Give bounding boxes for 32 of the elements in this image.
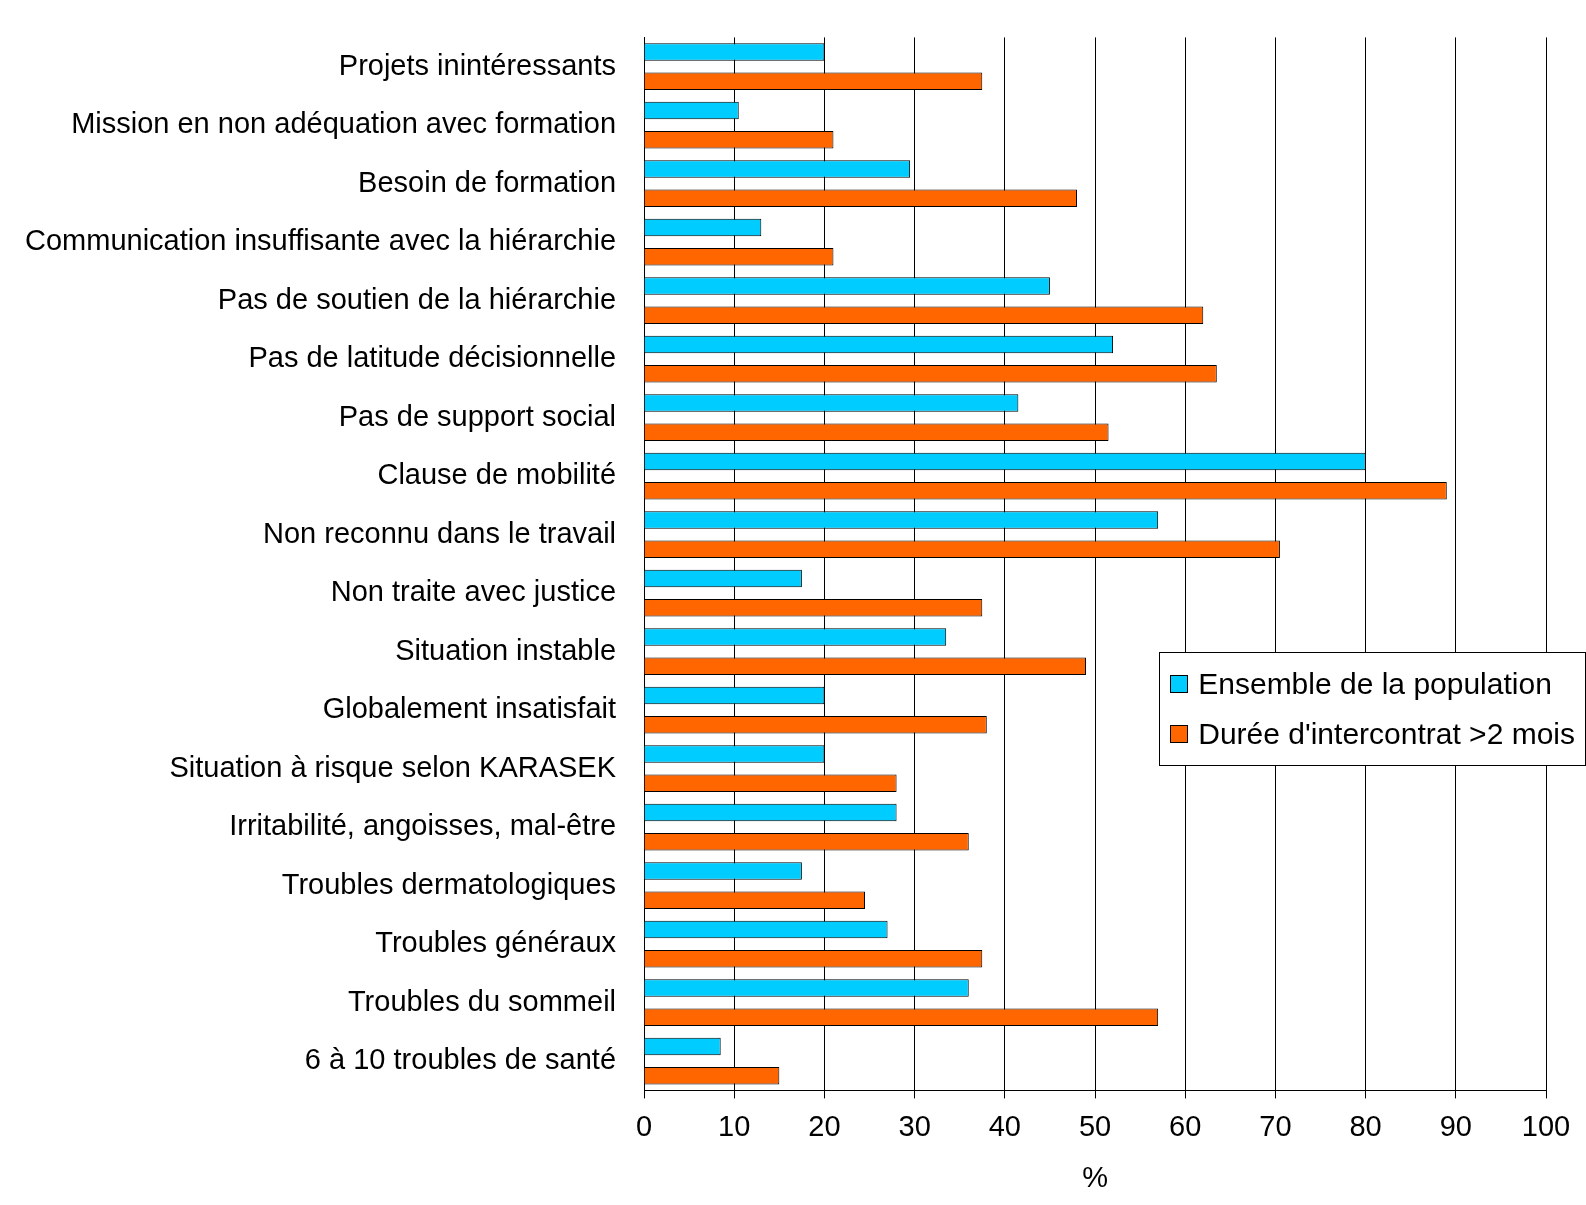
y-tick-label: Troubles généraux: [375, 926, 617, 959]
y-tick-label: Pas de latitude décisionnelle: [248, 341, 617, 374]
x-tick-label: 20: [808, 1109, 841, 1142]
x-tick-label: 40: [988, 1109, 1021, 1142]
x-tick-label: 80: [1349, 1109, 1382, 1142]
y-tick-label: Troubles du sommeil: [347, 984, 617, 1017]
legend-label: Ensemble de la population: [1198, 666, 1552, 702]
x-tick-label: 100: [1521, 1109, 1571, 1142]
y-tick-label: Besoin de formation: [358, 165, 617, 198]
y-tick-label: Situation instable: [395, 633, 617, 666]
y-tick-label: Irritabilité, angoisses, mal-être: [229, 809, 617, 842]
x-tick-label: 70: [1259, 1109, 1292, 1142]
y-tick-label: Pas de support social: [338, 399, 617, 432]
x-tick-label: 10: [718, 1109, 751, 1142]
y-tick-label: Non traite avec justice: [330, 575, 617, 608]
y-tick-label: 6 à 10 troubles de santé: [304, 1043, 617, 1076]
x-axis-title: %: [1082, 1160, 1108, 1193]
y-tick-label: Pas de soutien de la hiérarchie: [217, 282, 617, 315]
y-tick-label: Mission en non adéquation avec formation: [71, 107, 617, 140]
x-tick-label: 50: [1078, 1109, 1112, 1142]
legend-label: Durée d'intercontrat >2 mois: [1198, 716, 1575, 752]
y-tick-label: Globalement insatisfait: [322, 692, 617, 725]
x-tick-label: 90: [1439, 1109, 1472, 1142]
y-tick-label: Clause de mobilité: [377, 458, 617, 491]
y-tick-label: Troubles dermatologiques: [281, 867, 617, 900]
x-tick-label: 60: [1169, 1109, 1202, 1142]
y-tick-label: Projets inintéressants: [338, 48, 617, 81]
x-tick-label: 30: [898, 1109, 931, 1142]
y-tick-label: Situation à risque selon KARASEK: [169, 750, 617, 783]
y-tick-label: Communication insuffisante avec la hiérarchie: [25, 224, 617, 257]
x-tick-label: 0: [635, 1109, 653, 1142]
y-tick-label: Non reconnu dans le travail: [263, 516, 617, 549]
